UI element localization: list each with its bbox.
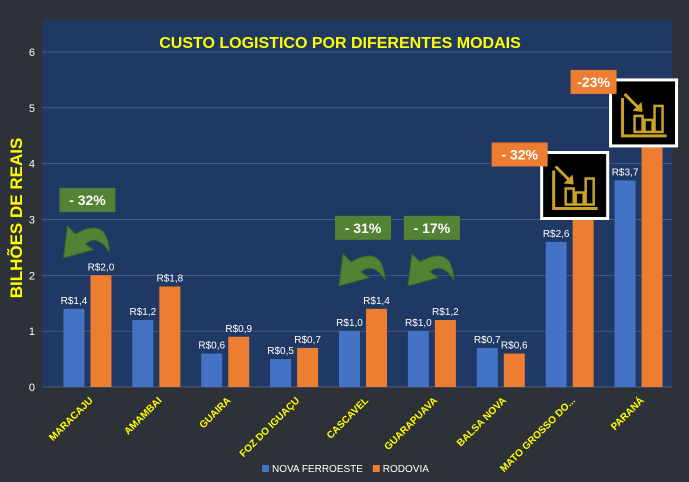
legend-label: RODOVIA — [383, 464, 429, 475]
data-label: R$2,0 — [88, 262, 115, 273]
legend: NOVA FERROESTE RODOVIA — [262, 464, 429, 475]
data-label: R$0,9 — [225, 324, 252, 335]
bar-rodovia — [434, 320, 456, 387]
reduction-label: - 32% — [69, 192, 106, 208]
icon-bar — [643, 118, 654, 134]
data-label: R$0,7 — [474, 335, 501, 346]
icon-arrowhead — [632, 101, 643, 112]
bar-nova-ferroeste — [614, 180, 636, 387]
data-label: R$0,6 — [198, 341, 225, 352]
legend-swatch — [372, 465, 380, 472]
data-label: R$2,6 — [543, 229, 570, 240]
bar-rodovia — [572, 174, 594, 387]
annotations: - 32% - 31% - 17% - 32% -23% — [59, 69, 679, 287]
data-label: R$0,7 — [294, 335, 321, 346]
y-tick-label: 3 — [29, 215, 35, 227]
icon-arrowhead — [563, 174, 574, 185]
icon-bar — [564, 187, 575, 206]
curved-arrow-icon — [338, 252, 386, 287]
bar-nova-ferroeste — [407, 331, 429, 387]
reduction-label: - 31% — [345, 220, 382, 236]
icon-bar — [574, 191, 585, 206]
legend-swatch — [262, 465, 269, 472]
curved-arrow-icon — [407, 252, 455, 287]
bar-rodovia — [228, 336, 250, 387]
curved-arrow-icon — [62, 224, 111, 259]
reduction-label: -23% — [577, 74, 610, 90]
bar-nova-ferroeste — [63, 308, 85, 387]
bar-rodovia — [159, 286, 181, 387]
icon-bar — [653, 104, 664, 134]
data-label: R$1,2 — [432, 307, 459, 318]
bar-nova-ferroeste — [476, 347, 498, 387]
bars: R$1,4R$2,0R$1,2R$1,8R$0,6R$0,9R$0,5R$0,7… — [61, 100, 666, 388]
icon-bar — [633, 114, 644, 134]
bar-nova-ferroeste — [545, 241, 567, 387]
y-axis-label: BILHÕES DE REAIS — [6, 138, 26, 299]
data-label: R$0,6 — [501, 341, 528, 352]
y-tick-label: 0 — [29, 382, 35, 394]
icon-bar — [584, 177, 595, 206]
bar-nova-ferroeste — [339, 331, 360, 387]
y-axis-ticks: 0 1 2 3 4 5 6 — [29, 47, 35, 394]
data-label: R$1,0 — [336, 318, 363, 329]
icon-axis — [552, 170, 598, 210]
y-tick-label: 6 — [29, 47, 35, 59]
icon-axis — [621, 97, 667, 138]
y-tick-label: 5 — [29, 103, 35, 115]
reduction-label: - 32% — [501, 147, 538, 163]
reduction-badge — [335, 215, 391, 240]
reduction-badge — [403, 215, 460, 240]
bar-nova-ferroeste — [132, 320, 154, 387]
bar-rodovia — [503, 353, 525, 387]
chart-title: CUSTO LOGISTICO POR DIFERENTES MODAIS — [159, 35, 521, 52]
data-label: R$1,4 — [363, 296, 390, 307]
bar-rodovia — [297, 347, 319, 387]
bar-nova-ferroeste — [270, 359, 292, 387]
reduction-badge — [59, 187, 116, 212]
bar-nova-ferroeste — [201, 353, 223, 387]
y-tick-label: 1 — [29, 326, 35, 338]
data-label: R$1,0 — [405, 318, 432, 329]
data-label: R$1,8 — [156, 274, 183, 285]
y-tick-label: 2 — [29, 270, 35, 282]
data-label: R$1,4 — [61, 296, 88, 307]
y-tick-label: 4 — [29, 159, 35, 171]
legend-label: NOVA FERROESTE — [272, 464, 363, 475]
reduction-badge — [570, 69, 617, 94]
data-label: R$0,5 — [267, 346, 294, 357]
reduction-label: - 17% — [414, 220, 451, 236]
data-label: R$3,7 — [612, 167, 639, 178]
bar-rodovia — [366, 308, 387, 387]
reduction-badge — [491, 142, 548, 167]
data-label: R$1,2 — [129, 307, 156, 318]
bar-rodovia — [641, 113, 663, 388]
bar-rodovia — [90, 275, 112, 387]
